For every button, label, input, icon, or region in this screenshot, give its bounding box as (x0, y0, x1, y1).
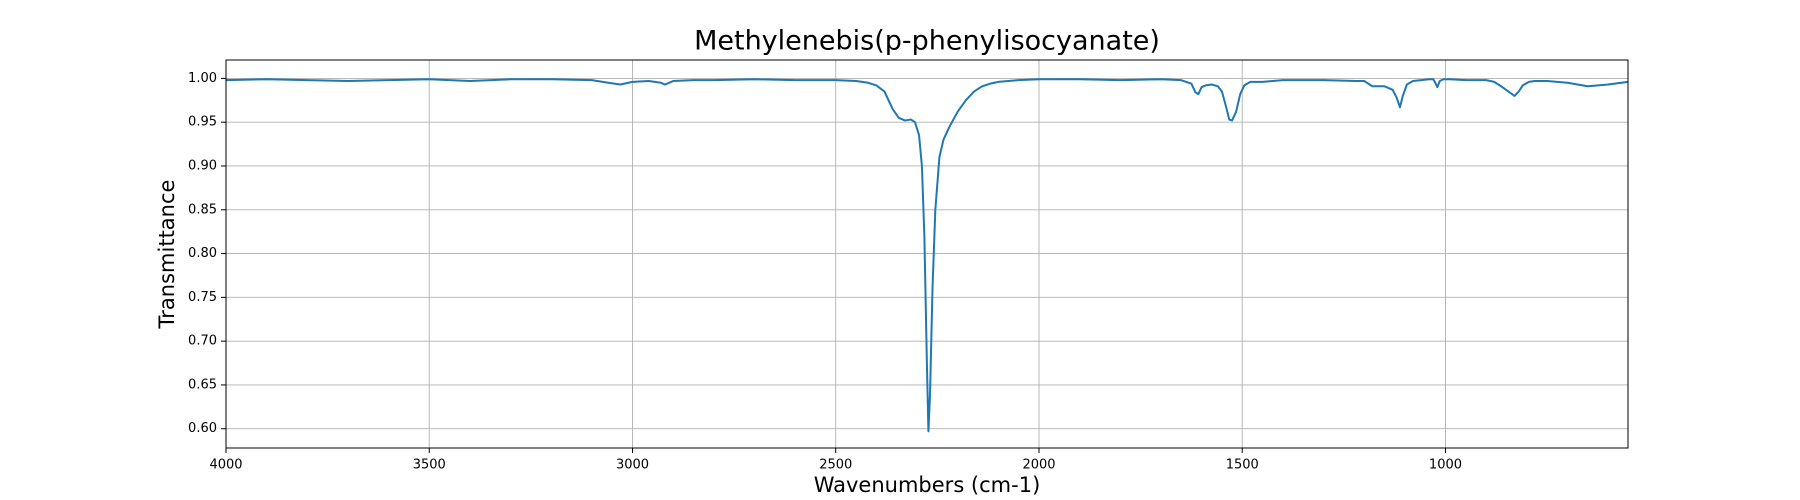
y-tick-label: 0.70 (188, 334, 217, 349)
y-tick-label: 0.80 (188, 246, 217, 261)
y-tick-label: 0.95 (188, 115, 217, 130)
y-tick-label: 0.90 (188, 158, 217, 173)
y-tick-label: 0.60 (188, 421, 217, 436)
y-axis-label: Transmittance (155, 180, 179, 330)
chart-title: Methylenebis(p-phenylisocyanate) (694, 26, 1160, 57)
x-tick-label: 4000 (209, 458, 242, 473)
y-tick-label: 1.00 (188, 71, 217, 86)
plot-frame (225, 59, 1629, 449)
x-tick-label: 2500 (819, 458, 852, 473)
x-tick-label: 3000 (616, 458, 649, 473)
spectrum-line (225, 78, 1629, 433)
x-tick-label: 1500 (1226, 458, 1259, 473)
y-tick-label: 0.75 (188, 290, 217, 305)
x-axis-label: Wavenumbers (cm-1) (814, 473, 1041, 497)
x-tick-label: 2000 (1022, 458, 1055, 473)
x-tick-label: 3500 (413, 458, 446, 473)
x-tick-label: 1000 (1429, 458, 1462, 473)
y-tick-label: 0.65 (188, 377, 217, 392)
y-tick-label: 0.85 (188, 202, 217, 217)
